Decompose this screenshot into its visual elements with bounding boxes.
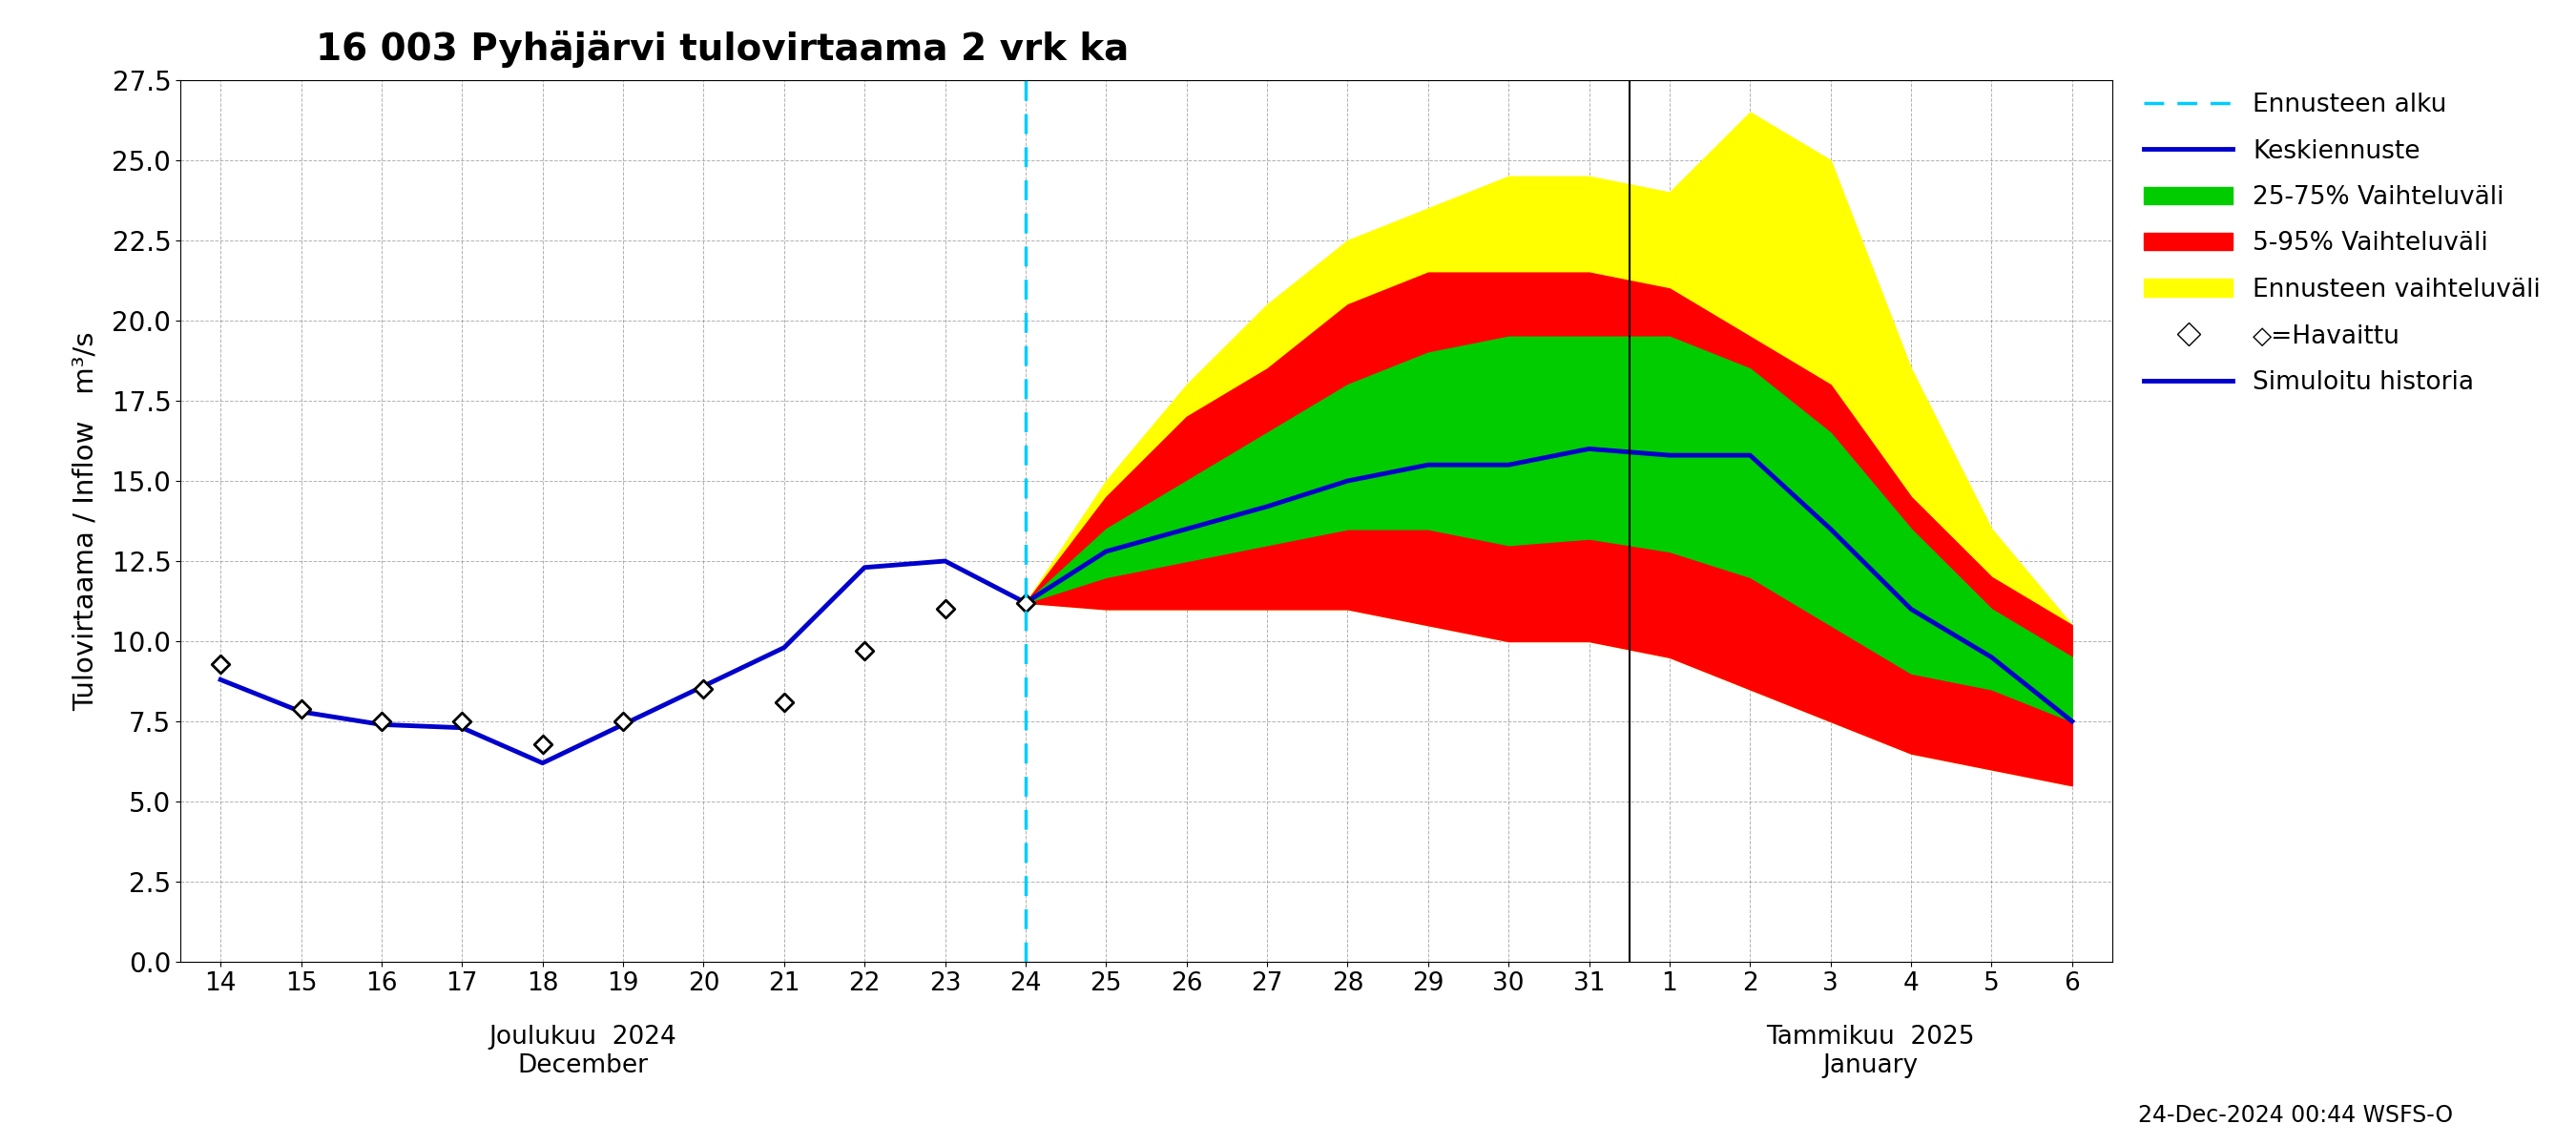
Point	[845, 641, 886, 660]
Point	[762, 693, 804, 711]
Text: Joulukuu  2024
December: Joulukuu 2024 December	[489, 1025, 677, 1079]
Point	[925, 600, 966, 618]
Point	[281, 700, 322, 718]
Point	[683, 680, 724, 698]
Point	[440, 712, 482, 731]
Text: Tammikuu  2025
January: Tammikuu 2025 January	[1767, 1025, 1976, 1079]
Point	[361, 712, 402, 731]
Legend: Ennusteen alku, Keskiennuste, 25-75% Vaihteluväli, 5-95% Vaihteluväli, Ennusteen: Ennusteen alku, Keskiennuste, 25-75% Vai…	[2143, 93, 2540, 395]
Point	[201, 655, 242, 673]
Point	[603, 712, 644, 731]
Y-axis label: Tulovirtaama / Inflow   m³/s: Tulovirtaama / Inflow m³/s	[72, 331, 98, 711]
Point	[1005, 593, 1046, 611]
Point	[523, 735, 564, 753]
Text: 16 003 Pyhäjärvi tulovirtaama 2 vrk ka: 16 003 Pyhäjärvi tulovirtaama 2 vrk ka	[314, 31, 1128, 68]
Text: 24-Dec-2024 00:44 WSFS-O: 24-Dec-2024 00:44 WSFS-O	[2138, 1104, 2452, 1127]
